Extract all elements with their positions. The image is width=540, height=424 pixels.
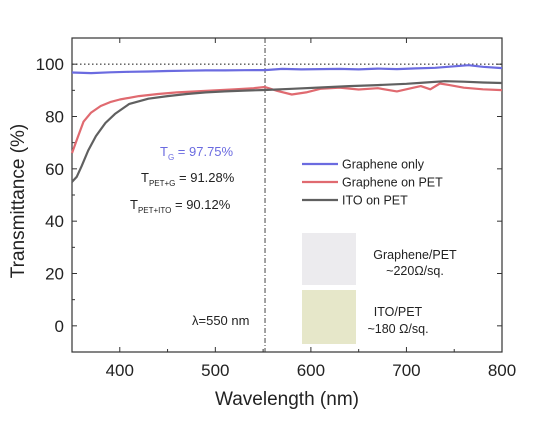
series-line-graphene-only (71, 64, 503, 75)
y-axis-title: Transmittance (%) (8, 124, 29, 279)
sample-name: Graphene/PET (373, 248, 457, 262)
annotation-t-graphene: TG = 97.75% (160, 144, 234, 162)
y-tick-label: 40 (45, 212, 64, 231)
inset-samples: Graphene/PET ~220Ω/sq. ITO/PET ~180 Ω/sq. (302, 233, 457, 344)
annotation-t-pet-graphene: TPET+G = 91.28% (141, 170, 235, 188)
x-tick-label: 400 (106, 361, 134, 380)
legend-label: Graphene only (342, 158, 425, 172)
x-tick-label: 800 (488, 361, 516, 380)
sample-resistance: ~220Ω/sq. (386, 264, 444, 278)
sample-patch (302, 233, 356, 285)
series-lines (70, 64, 503, 183)
annotations: TG = 97.75% TPET+G = 91.28% TPET+ITO = 90.… (130, 144, 249, 328)
series-line-graphene-on-pet (70, 82, 503, 154)
y-tick-label: 20 (45, 265, 64, 284)
x-tick-label: 700 (392, 361, 420, 380)
annotation-lambda: λ=550 nm (192, 313, 249, 328)
legend-label: Graphene on PET (342, 176, 443, 190)
x-tick-label: 500 (201, 361, 229, 380)
sample-name: ITO/PET (374, 305, 423, 319)
legend-label: ITO on PET (342, 194, 408, 208)
legend: Graphene only Graphene on PET ITO on PET (302, 158, 443, 208)
sample-patch (302, 290, 356, 344)
axis-ticks: 400 500 600 700 800 0 20 40 60 80 100 Wavelength (n… (8, 37, 516, 410)
annotation-t-pet-ito: TPET+ITO = 90.12% (130, 197, 231, 215)
x-axis-title: Wavelength (nm) (215, 389, 359, 410)
y-tick-label: 0 (55, 317, 64, 336)
y-tick-label: 100 (36, 55, 64, 74)
series-line-ito-on-pet (71, 80, 503, 183)
y-tick-label: 80 (45, 108, 64, 127)
x-tick-label: 600 (297, 361, 325, 380)
y-tick-label: 60 (45, 160, 64, 179)
sample-resistance: ~180 Ω/sq. (367, 322, 428, 336)
